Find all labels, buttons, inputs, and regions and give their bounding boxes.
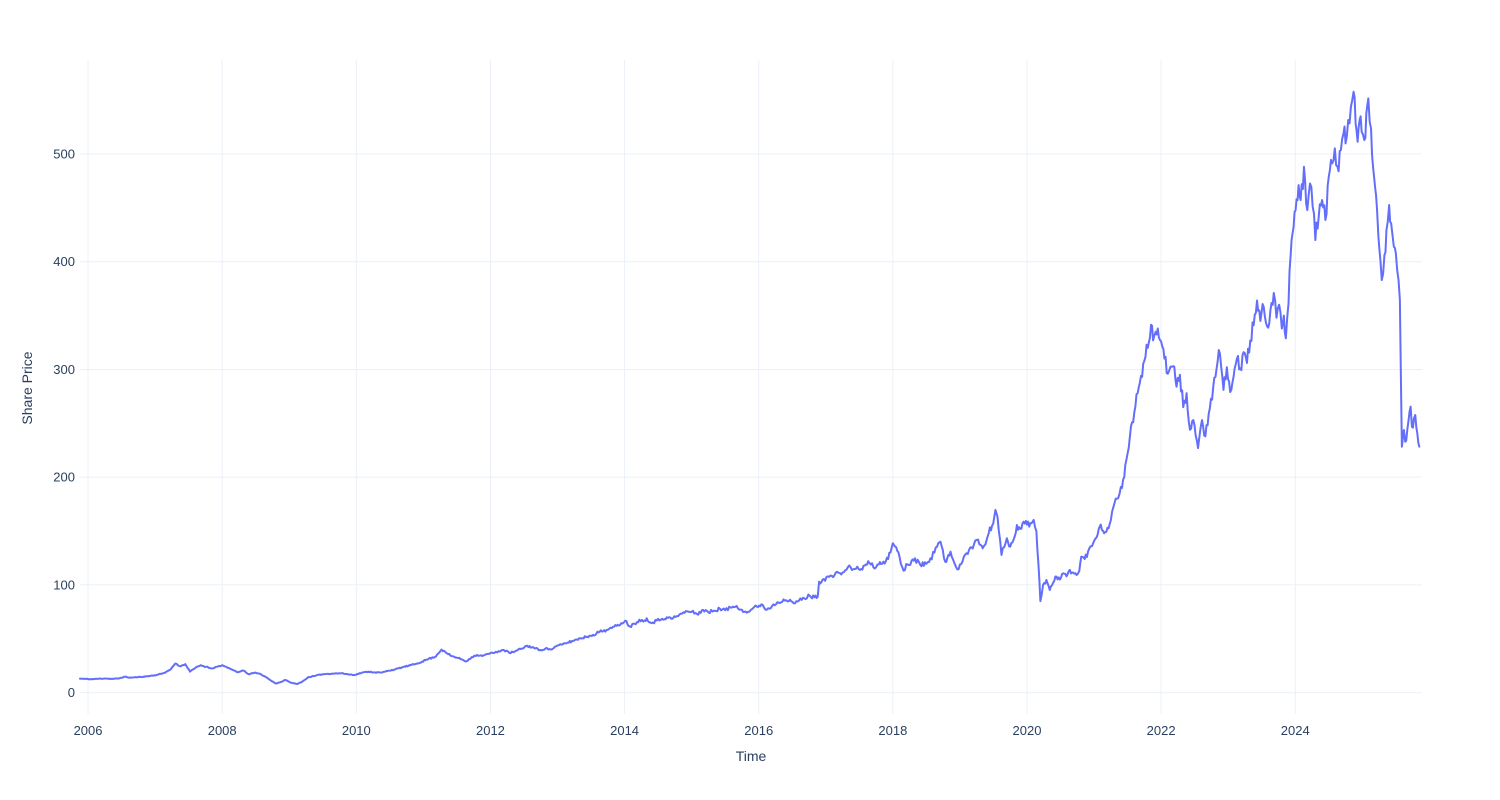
y-tick-label: 400 [53, 254, 75, 269]
x-tick-label: 2008 [208, 723, 237, 738]
x-tick-label: 2012 [476, 723, 505, 738]
x-tick-label: 2006 [74, 723, 103, 738]
x-tick-label: 2020 [1013, 723, 1042, 738]
y-tick-label: 0 [68, 685, 75, 700]
x-tick-label: 2016 [744, 723, 773, 738]
x-tick-label: 2024 [1281, 723, 1310, 738]
y-tick-label: 100 [53, 577, 75, 592]
y-tick-label: 300 [53, 362, 75, 377]
plot-area[interactable] [80, 60, 1422, 714]
x-tick-label: 2014 [610, 723, 639, 738]
y-axis-title: Share Price [19, 351, 35, 425]
x-tick-label: 2010 [342, 723, 371, 738]
x-tick-label: 2018 [878, 723, 907, 738]
y-tick-label: 200 [53, 470, 75, 485]
x-axis-title: Time [735, 748, 767, 764]
y-tick-label: 500 [53, 146, 75, 161]
share-price-line [79, 90, 1421, 686]
x-tick-label: 2022 [1147, 723, 1176, 738]
